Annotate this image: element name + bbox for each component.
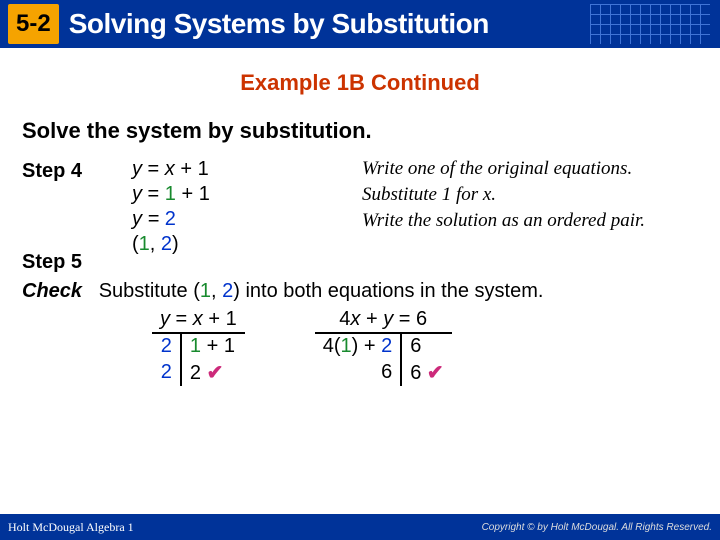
header-grid-decoration xyxy=(590,4,710,44)
ct1-r2l: 2 xyxy=(152,359,181,386)
header-bar: 5-2 Solving Systems by Substitution xyxy=(0,0,720,48)
step-4-label: Step 4 xyxy=(22,160,132,183)
work-line-2: y = 1 + 1 xyxy=(132,183,352,206)
ct2-r2r: 6 ✔ xyxy=(401,359,451,386)
note-3: Write the solution as an ordered pair. xyxy=(362,210,698,232)
work-line-4: (1, 2) xyxy=(132,233,352,256)
work-line-1: y = x + 1 xyxy=(132,158,352,181)
footer-right: Copyright © by Holt McDougal. All Rights… xyxy=(482,522,712,533)
pair-x: 1 xyxy=(139,233,150,255)
eq-sign: = xyxy=(142,158,165,180)
work-line-3: y = 2 xyxy=(132,208,352,231)
instruction: Solve the system by substitution. xyxy=(22,118,698,144)
ct2-r1r: 6 xyxy=(401,333,451,359)
checkmark-icon: ✔ xyxy=(427,362,444,384)
pair-close: ) xyxy=(172,233,179,255)
content-area: Solve the system by substitution. Step 4… xyxy=(0,118,720,386)
y-value: 2 xyxy=(165,208,176,230)
var-y3: y = xyxy=(132,208,165,230)
step-notes: Write one of the original equations. Sub… xyxy=(352,158,698,274)
pair-open: ( xyxy=(132,233,139,255)
footer-left: Holt McDougal Algebra 1 xyxy=(8,520,134,535)
footer-bar: Holt McDougal Algebra 1 Copyright © by H… xyxy=(0,514,720,540)
example-subtitle: Example 1B Continued xyxy=(0,70,720,96)
check-tables: y = x + 1 21 + 1 22 ✔ 4x + y = 6 4(1) + … xyxy=(22,307,698,386)
var-x: x xyxy=(165,158,175,180)
check-section: Check Substitute (1, 2) into both equati… xyxy=(22,280,698,303)
check-table-2: 4x + y = 6 4(1) + 26 66 ✔ xyxy=(315,307,452,386)
pair-y: 2 xyxy=(161,233,172,255)
ct1-r1r: 1 + 1 xyxy=(181,333,245,359)
ct1-top: y = x + 1 xyxy=(152,307,245,333)
step-5-label: Step 5 xyxy=(22,251,132,274)
step-work: y = x + 1 y = 1 + 1 y = 2 (1, 2) xyxy=(132,158,352,274)
pair-sep: , xyxy=(150,233,161,255)
var-y: y xyxy=(132,158,142,180)
step-labels: Step 4 Step 5 xyxy=(22,158,132,274)
plus-one: + 1 xyxy=(175,158,209,180)
ct2-top: 4x + y = 6 xyxy=(315,307,452,333)
sub-one: 1 xyxy=(165,183,176,205)
ct2-r1l: 4(1) + 2 xyxy=(315,333,402,359)
ct2-r2l: 6 xyxy=(315,359,402,386)
checkmark-icon: ✔ xyxy=(207,362,224,384)
check-text: Substitute (1, 2) into both equations in… xyxy=(88,280,544,302)
note-2: Substitute 1 for x. xyxy=(362,184,698,206)
check-table-1: y = x + 1 21 + 1 22 ✔ xyxy=(152,307,245,386)
header-title: Solving Systems by Substitution xyxy=(69,8,489,40)
ct1-r2r: 2 ✔ xyxy=(181,359,245,386)
check-label: Check xyxy=(22,280,82,302)
note-1: Write one of the original equations. xyxy=(362,158,698,180)
ct1-r1l: 2 xyxy=(152,333,181,359)
steps-row: Step 4 Step 5 y = x + 1 y = 1 + 1 y = 2 … xyxy=(22,158,698,274)
section-badge: 5-2 xyxy=(8,4,59,44)
